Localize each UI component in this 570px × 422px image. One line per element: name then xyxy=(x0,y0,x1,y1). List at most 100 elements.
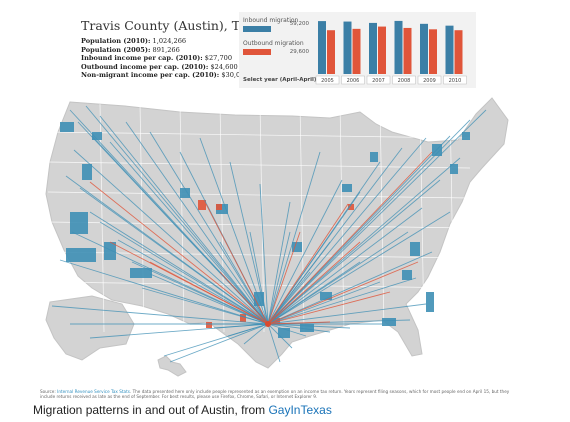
year-button[interactable] xyxy=(417,75,442,85)
inbound-flow-line xyxy=(169,323,269,363)
us-migration-map xyxy=(45,97,509,377)
year-button[interactable] xyxy=(366,75,391,85)
state-border-line xyxy=(139,103,145,333)
county-highlight xyxy=(92,132,102,140)
outbound-flow-line xyxy=(205,203,269,325)
county-highlight xyxy=(450,164,458,174)
figure-caption: Migration patterns in and out of Austin,… xyxy=(33,403,332,417)
legend-outbound-swatch xyxy=(243,49,271,55)
inbound-flow-line xyxy=(229,161,269,325)
inbound-flow-line xyxy=(213,323,269,329)
year-button[interactable] xyxy=(341,75,365,85)
bar xyxy=(318,21,326,74)
legend-inbound-label: Inbound migration xyxy=(243,17,299,24)
inbound-flow-line xyxy=(267,323,293,349)
inbound-flow-line xyxy=(51,305,269,325)
inbound-flow-line xyxy=(59,259,269,325)
migration-flow-lines xyxy=(51,105,487,363)
x-tick-label: 2006 xyxy=(347,78,360,84)
inbound-flow-line xyxy=(267,207,423,325)
state-border-line xyxy=(47,191,471,199)
source-prefix: Source: xyxy=(40,389,56,394)
state-border-line xyxy=(219,103,225,333)
county-highlight xyxy=(462,132,470,140)
source-link[interactable]: Internal Revenue Service Tax Stats xyxy=(57,389,130,394)
inbound-flow-line xyxy=(267,303,427,325)
source-text: . The data presented here only include p… xyxy=(40,389,510,399)
bar xyxy=(369,22,377,74)
bar xyxy=(343,21,352,74)
inbound-flow-line xyxy=(267,323,307,337)
inbound-flow-line xyxy=(267,137,427,325)
bar xyxy=(420,23,428,74)
state-border-line xyxy=(47,131,471,139)
bar xyxy=(454,30,463,74)
inbound-flow-line xyxy=(267,323,331,333)
inbound-flow-line xyxy=(267,251,433,325)
county-highlight xyxy=(60,122,74,132)
county-highlight xyxy=(70,212,88,234)
county-highlight xyxy=(292,242,302,252)
year-selector-label: Select year (April-April): xyxy=(243,77,319,83)
inbound-flow-line xyxy=(79,187,269,325)
county-info-panel: Travis County (Austin), Texas Population… xyxy=(81,18,267,80)
county-highlight xyxy=(426,292,434,312)
county-highlight xyxy=(104,242,116,260)
year-button[interactable] xyxy=(443,75,467,85)
bar xyxy=(403,27,412,74)
x-tick-label: 2010 xyxy=(449,78,462,84)
y-tick-label: 29,600 xyxy=(290,49,310,55)
inbound-flow-line xyxy=(259,183,269,325)
outbound-flow-line xyxy=(89,181,269,325)
inbound-flow-line xyxy=(227,323,269,337)
y-tick-label: 59,200 xyxy=(290,21,310,27)
county-highlight xyxy=(370,152,378,162)
inbound-flow-line xyxy=(267,201,291,325)
state-border-line xyxy=(419,103,425,333)
inbound-flow-line xyxy=(267,323,351,329)
inbound-flow-line xyxy=(267,179,343,325)
outbound-flow-line xyxy=(267,203,349,325)
county-highlight xyxy=(130,268,152,278)
inbound-flow-line xyxy=(89,211,269,325)
outbound-flow-line xyxy=(267,151,433,325)
outbound-flow-line xyxy=(267,261,419,325)
inbound-flow-line xyxy=(141,287,269,325)
county-highlight xyxy=(410,242,420,256)
bar xyxy=(378,26,386,75)
bar xyxy=(327,30,335,74)
year-button[interactable] xyxy=(392,75,416,85)
caption-link[interactable]: GayInTexas xyxy=(268,403,332,417)
stat-row: Population (2010): 1,024,266 xyxy=(81,37,187,45)
inbound-flow-line xyxy=(125,121,269,325)
outbound-flow-line xyxy=(109,241,269,325)
outbound-flow-line xyxy=(267,231,301,325)
county-highlight xyxy=(206,322,212,328)
state-border-line xyxy=(47,161,471,169)
source-note: Source: Internal Revenue Service Tax Sta… xyxy=(40,389,510,399)
inbound-flow-line xyxy=(267,211,451,325)
inbound-flow-line xyxy=(249,231,269,325)
inbound-flow-line xyxy=(149,131,269,325)
outbound-flow-line xyxy=(219,271,269,325)
migration-bar-chart: Inbound migration Outbound migration 59,… xyxy=(239,12,476,88)
inbound-flow-line xyxy=(243,323,269,345)
county-highlight xyxy=(382,318,396,326)
austin-marker xyxy=(265,321,271,327)
bar xyxy=(429,29,437,74)
year-button[interactable] xyxy=(315,75,340,85)
county-highlight xyxy=(180,188,190,198)
bar xyxy=(352,28,361,74)
county-highlight xyxy=(278,328,290,338)
county-highlight xyxy=(198,200,206,210)
state-border-line xyxy=(99,103,105,333)
inbound-flow-line xyxy=(73,149,269,325)
year-buttons: 2005 2006 2007 2008 2009 2010 xyxy=(315,75,467,85)
county-highlight xyxy=(240,314,246,322)
inbound-flow-line xyxy=(267,119,471,325)
caption-text: Migration patterns in and out of Austin,… xyxy=(33,403,269,417)
inbound-flow-line xyxy=(267,109,487,325)
inbound-flow-line xyxy=(117,239,269,325)
county-highlight xyxy=(66,248,96,262)
county-highlight xyxy=(216,204,222,210)
